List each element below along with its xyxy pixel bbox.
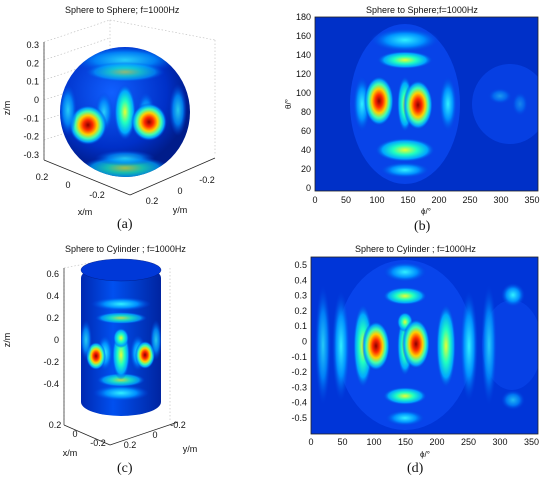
x-tick-label: 0 bbox=[72, 429, 77, 439]
y-tick-label: -0.5 bbox=[291, 413, 307, 423]
x-tick-label: 0 bbox=[312, 195, 317, 205]
z-tick-label: 0.4 bbox=[46, 291, 59, 301]
panel-d-title: Sphere to Cylinder ; f=1000Hz bbox=[355, 244, 476, 254]
panel-b-plot: 0 50 100 150 200 250 300 350 180160140120100806… bbox=[284, 12, 540, 216]
x-tick-label: 350 bbox=[524, 437, 539, 447]
x-tick-label: 100 bbox=[369, 195, 384, 205]
panel-a-label: (a) bbox=[117, 217, 133, 232]
y-tick-label: 140 bbox=[296, 50, 311, 60]
y-tick-label: 0 bbox=[306, 183, 311, 193]
y-tick-label: -0.3 bbox=[291, 382, 307, 392]
z-tick-label: 0 bbox=[34, 95, 39, 105]
x-tick-label: 150 bbox=[398, 437, 413, 447]
panel-a-ylabel: y/m bbox=[173, 205, 188, 215]
x-tick-label: -0.2 bbox=[90, 438, 106, 448]
z-tick-label: -0.3 bbox=[23, 150, 39, 160]
x-tick-label: 250 bbox=[462, 195, 477, 205]
y-tick-label: 120 bbox=[296, 69, 311, 79]
z-tick-label: 0.1 bbox=[26, 77, 39, 87]
x-tick-label: 300 bbox=[493, 195, 508, 205]
x-tick-label: 200 bbox=[429, 437, 444, 447]
panel-b-title: Sphere to Sphere;f=1000Hz bbox=[366, 5, 478, 15]
panel-c-ylabel: y/m bbox=[183, 444, 198, 454]
x-tick-label: 300 bbox=[492, 437, 507, 447]
y-tick-label: 160 bbox=[296, 31, 311, 41]
y-tick-label: 60 bbox=[301, 126, 311, 136]
y-tick-label: 100 bbox=[296, 88, 311, 98]
panel-b-xlabel: ϕ/° bbox=[421, 207, 431, 216]
x-tick-label: 150 bbox=[400, 195, 415, 205]
x-tick-label: 0.2 bbox=[49, 420, 62, 430]
y-tick-label: -0.2 bbox=[199, 175, 215, 185]
y-tick-label: 0.2 bbox=[146, 196, 159, 206]
y-tick-label: -0.2 bbox=[291, 367, 307, 377]
x-tick-label: 0.2 bbox=[36, 172, 49, 182]
y-tick-label: 0.5 bbox=[294, 260, 307, 270]
x-tick-label: 250 bbox=[461, 437, 476, 447]
panel-d-xlabel: ϕ/° bbox=[420, 450, 430, 459]
y-tick-label: 20 bbox=[301, 164, 311, 174]
y-tick-label: 0 bbox=[177, 186, 182, 196]
panel-a-xlabel: x/m bbox=[78, 207, 93, 217]
y-tick-label: 0.3 bbox=[294, 291, 307, 301]
y-tick-label: 0.4 bbox=[294, 275, 307, 285]
z-tick-label: 0.6 bbox=[46, 269, 59, 279]
z-tick-label: -0.2 bbox=[23, 132, 39, 142]
y-tick-label: 0 bbox=[152, 430, 157, 440]
y-tick-label: -0.4 bbox=[291, 398, 307, 408]
z-tick-label: 0 bbox=[54, 335, 59, 345]
y-tick-label: -0.1 bbox=[291, 352, 307, 362]
z-tick-label: 0.2 bbox=[26, 58, 39, 68]
y-tick-label: 0 bbox=[302, 337, 307, 347]
x-tick-label: 350 bbox=[524, 195, 539, 205]
panel-a-plot: z/m 0.3 0.2 0.1 0 -0.1 -0.2 -0.3 0.2 0 -0.2 -0.2… bbox=[2, 19, 216, 217]
z-tick-label: -0.1 bbox=[23, 113, 39, 123]
y-tick-label: 40 bbox=[301, 145, 311, 155]
x-tick-label: 100 bbox=[366, 437, 381, 447]
z-tick-label: -0.4 bbox=[43, 379, 59, 389]
panel-c-zlabel: z/m bbox=[2, 333, 12, 348]
x-tick-label: 0 bbox=[65, 180, 70, 190]
panel-a-title: Sphere to Sphere; f=1000Hz bbox=[65, 5, 180, 15]
y-tick-label: 80 bbox=[301, 107, 311, 117]
y-tick-label: 0.2 bbox=[294, 306, 307, 316]
panel-b-ylabel: θ/° bbox=[284, 99, 293, 109]
panel-c-plot: z/m 0.6 0.4 0.2 0 -0.2 -0.4 0.2 0 -0.2 -0.2 0 0.2… bbox=[2, 258, 198, 458]
y-tick-label: 0.1 bbox=[294, 321, 307, 331]
panel-c-xlabel: x/m bbox=[63, 448, 78, 458]
panel-c-title: Sphere to Cylinder ; f=1000Hz bbox=[65, 244, 186, 254]
x-tick-label: 50 bbox=[341, 195, 351, 205]
y-tick-label: 180 bbox=[296, 12, 311, 22]
z-tick-label: 0.2 bbox=[46, 313, 59, 323]
panel-a-zlabel: z/m bbox=[2, 101, 12, 116]
y-tick-label: 0.2 bbox=[124, 440, 137, 450]
y-tick-label: -0.2 bbox=[170, 420, 186, 430]
x-tick-label: 50 bbox=[337, 437, 347, 447]
x-tick-label: 200 bbox=[431, 195, 446, 205]
z-tick-label: -0.2 bbox=[43, 357, 59, 367]
x-tick-label: -0.2 bbox=[89, 190, 105, 200]
panel-d-label: (d) bbox=[407, 461, 424, 476]
panel-d-plot: 0 50 100 150 200 250 300 350 0.5 0.4 0.3 0.2 0.1 0 -0… bbox=[291, 256, 539, 459]
panel-b-label: (b) bbox=[414, 219, 431, 234]
x-tick-label: 0 bbox=[308, 437, 313, 447]
panel-c-label: (c) bbox=[117, 461, 133, 476]
z-tick-label: 0.3 bbox=[26, 40, 39, 50]
